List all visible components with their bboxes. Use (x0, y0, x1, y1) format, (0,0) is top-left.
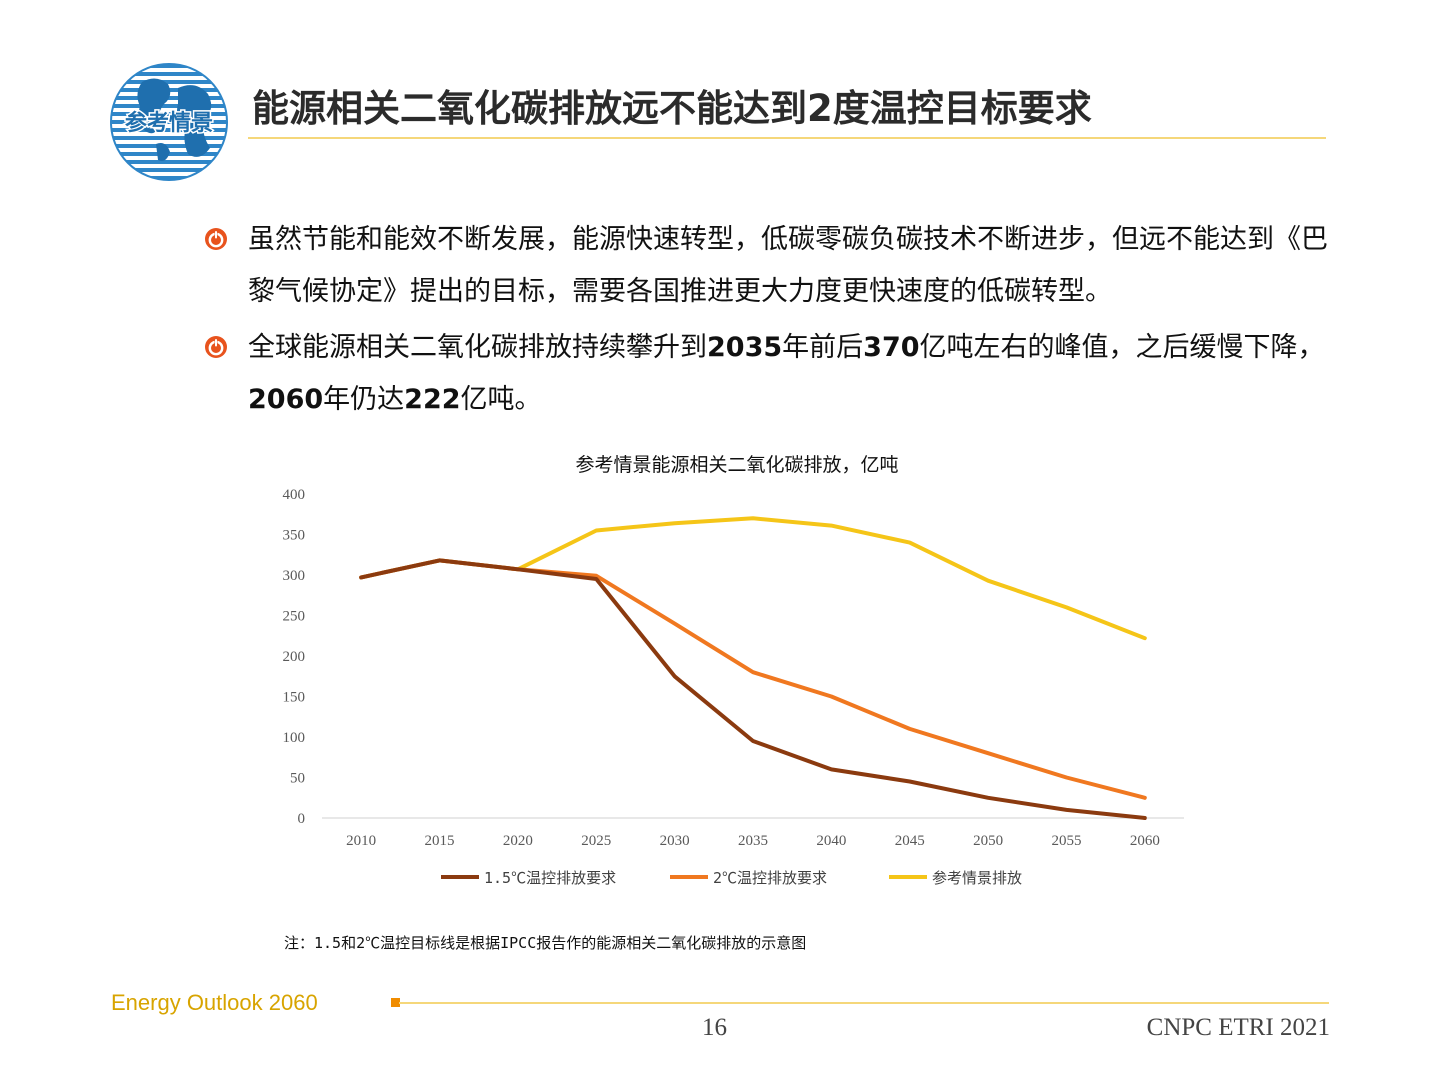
x-tick-label: 2055 (1051, 833, 1081, 849)
y-tick-label: 100 (283, 730, 306, 746)
x-tick-label: 2050 (973, 833, 1003, 849)
bullet-highlight-value: 370 (863, 332, 920, 363)
footer-brand: Energy Outlook 2060 (111, 990, 318, 1015)
footer-organization: CNPC ETRI 2021 (1146, 1014, 1330, 1041)
x-tick-label: 2060 (1130, 833, 1160, 849)
logo-text: 参考情景 (125, 110, 213, 136)
bullet-highlight-value: 2035 (707, 332, 783, 363)
y-tick-label: 0 (298, 811, 306, 827)
y-tick-label: 250 (283, 609, 306, 625)
chart-title: 参考情景能源相关二氧化碳排放，亿吨 (575, 454, 898, 476)
bullet-text-run: 全球能源相关二氧化碳排放持续攀升到 (248, 332, 707, 363)
y-tick-label: 300 (283, 568, 306, 584)
bullet-text: 虽然节能和能效不断发展，能源快速转型，低碳零碳负碳技术不断进步，但远不能达到《巴… (248, 224, 1328, 307)
x-tick-label: 2035 (738, 833, 768, 849)
x-tick-label: 2020 (503, 833, 533, 849)
x-tick-label: 2015 (425, 833, 455, 849)
y-tick-label: 150 (283, 690, 306, 706)
x-tick-label: 2025 (581, 833, 611, 849)
x-tick-label: 2030 (660, 833, 690, 849)
y-tick-label: 400 (283, 487, 306, 503)
bullet-text-run: 虽然节能和能效不断发展，能源快速转型，低碳零碳负碳技术不断进步，但远不能达到《巴… (248, 224, 1328, 307)
bullet-text: 全球能源相关二氧化碳排放持续攀升到2035年前后370亿吨左右的峰值，之后缓慢下… (248, 332, 1325, 415)
bullet-item-1: 虽然节能和能效不断发展，能源快速转型，低碳零碳负碳技术不断进步，但远不能达到《巴… (204, 214, 1344, 318)
series-line-2 (359, 516, 1147, 641)
page-title: 能源相关二氧化碳排放远不能达到2度温控目标要求 (252, 87, 1092, 130)
legend-label: 参考情景排放 (932, 869, 1022, 887)
bullet-highlight-value: 222 (404, 384, 461, 415)
bullet-highlight-value: 2060 (248, 384, 324, 415)
bullet-list: 虽然节能和能效不断发展，能源快速转型，低碳零碳负碳技术不断进步，但远不能达到《巴… (204, 214, 1344, 430)
bullet-text-run: 亿吨。 (460, 384, 542, 415)
series-line-0 (359, 558, 1147, 820)
x-tick-label: 2010 (346, 833, 376, 849)
chart-footnote: 注：1.5和2℃温控目标线是根据IPCC报告作的能源相关二氧化碳排放的示意图 (284, 934, 807, 952)
logo-globe-icon: 参考情景 (110, 63, 228, 181)
title-divider (248, 137, 1326, 139)
footer-divider (399, 1002, 1329, 1004)
legend-label: 2℃温控排放要求 (713, 869, 827, 887)
x-tick-label: 2040 (816, 833, 846, 849)
bullet-power-icon (205, 336, 227, 358)
bullet-text-run: 年仍达 (323, 384, 405, 415)
y-tick-label: 200 (283, 649, 306, 665)
bullet-item-2: 全球能源相关二氧化碳排放持续攀升到2035年前后370亿吨左右的峰值，之后缓慢下… (204, 322, 1344, 426)
page-number: 16 (702, 1014, 727, 1041)
bullet-text-run: 年前后 (782, 332, 864, 363)
y-tick-label: 50 (290, 771, 305, 787)
legend-label: 1.5℃温控排放要求 (484, 869, 616, 887)
x-tick-label: 2045 (895, 833, 925, 849)
footer-marker (391, 998, 400, 1007)
bullet-power-icon (205, 228, 227, 250)
bullet-text-run: 亿吨左右的峰值，之后缓慢下降， (919, 332, 1325, 363)
y-tick-label: 350 (283, 528, 306, 544)
